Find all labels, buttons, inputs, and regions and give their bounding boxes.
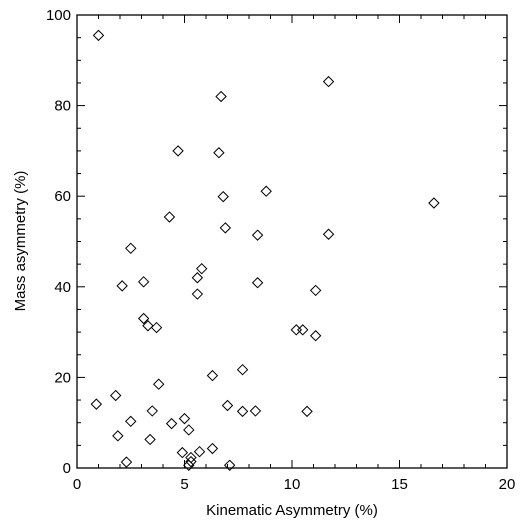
data-point [178,412,191,425]
data-point [236,405,249,418]
data-point [223,459,236,471]
data-point [112,430,124,442]
data-point [125,415,137,428]
data-point [195,262,208,275]
data-point [301,405,313,418]
data-point [322,228,335,240]
data-point [150,321,163,334]
data-point [309,330,322,342]
x-tick-label: 5 [180,476,188,493]
data-point [221,399,234,412]
data-point [297,324,309,336]
data-point [206,369,219,382]
data-point [260,185,272,197]
data-point [176,446,189,459]
data-point [206,442,219,455]
y-axis-title: Mass asymmetry (%) [12,171,29,312]
data-point [185,455,197,468]
x-tick-label: 0 [73,476,81,493]
data-point [142,320,154,332]
data-point [92,29,105,42]
x-tick-label: 20 [499,476,516,493]
y-tick-label: 40 [54,279,71,296]
data-point [428,197,440,209]
y-tick-label: 60 [54,188,71,205]
data-point [152,378,165,390]
y-tick-label: 0 [63,460,71,477]
data-point [120,456,133,468]
data-point [146,405,158,417]
data-point [109,389,122,402]
data-point [251,229,264,241]
data-point [183,424,195,436]
data-point [172,145,184,157]
x-axis: 0 5 10 15 20 [73,15,516,493]
y-tick-label: 20 [54,369,71,386]
data-point [251,277,264,289]
data-point [309,284,322,297]
data-point [219,222,232,234]
data-point [125,242,137,255]
data-point [163,211,176,223]
data-point [90,398,103,410]
data-point [193,445,206,458]
data-point [116,280,128,292]
data-point [217,190,229,203]
data-point [215,90,227,103]
y-tick-label: 80 [54,98,71,115]
data-point [137,312,150,325]
data-points [90,29,440,471]
data-point [144,433,156,446]
data-point [183,459,195,471]
data-point [191,272,204,284]
data-point [165,417,178,430]
data-point [249,405,262,417]
data-point [290,324,303,336]
plot-area [76,14,508,469]
x-tick-label: 15 [391,476,408,493]
data-point [236,363,249,376]
y-axis: 0 20 40 60 80 100 [46,7,507,477]
data-point [137,276,150,288]
data-point [191,288,204,300]
x-tick-label: 10 [284,476,301,493]
x-axis-title: Kinematic Asymmetry (%) [206,502,378,519]
data-point [213,147,225,159]
y-tick-label: 100 [46,7,71,24]
data-point [322,75,335,88]
